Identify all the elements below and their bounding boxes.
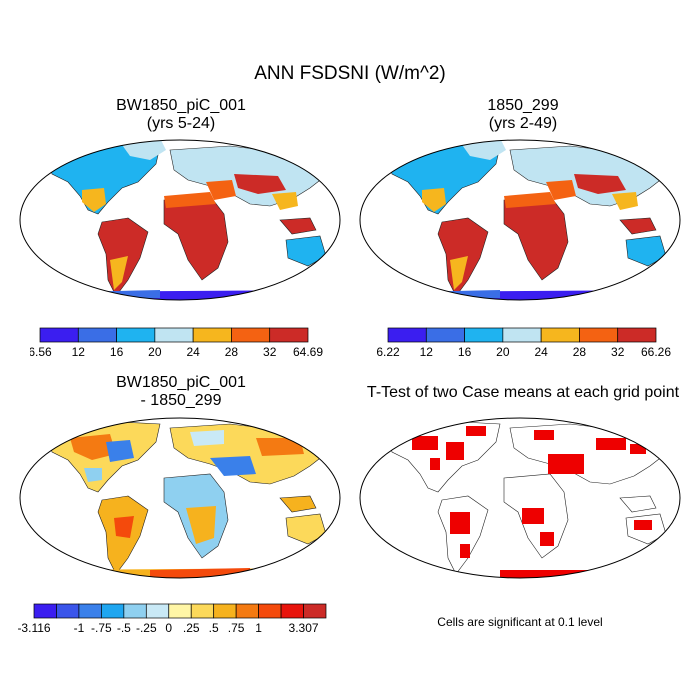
maritime-continent [279,495,317,513]
map-panel-4 [359,417,681,579]
colorbar-2-swatch-6 [617,327,657,343]
colorbar-3-swatch-11 [280,603,304,619]
panel-2-title-line1: 1850_299 [487,97,559,114]
colorbar-1-label-0: 6.56 [30,345,52,359]
colorbar-2-label-7: 66.26 [641,345,671,359]
colorbar-3-swatch-2 [78,603,102,619]
australia [285,235,327,267]
colorbar-1-swatch-4 [192,327,232,343]
colorbar-2-swatch-5 [579,327,619,343]
colorbar-2-label-6: 32 [611,345,625,359]
colorbar-1-label-7: 64.69 [293,345,323,359]
colorbar-2-swatch-2 [464,327,504,343]
colorbar-1-label-5: 28 [225,345,239,359]
colorbar-2-label-3: 20 [496,345,510,359]
colorbar-3-label-12: 3.307 [289,621,319,635]
colorbar-3-label-6: 0 [165,621,172,635]
colorbar-3-label-5: -.25 [136,621,157,635]
panel-4-title-line1: T-Test of two Case means at each grid po… [366,384,680,401]
colorbar-3-label-0: -3.116 [18,621,51,635]
colorbar-3-swatch-1 [56,603,80,619]
colorbar-1-swatch-0 [39,327,79,343]
colorbar-2-swatch-4 [540,327,580,343]
colorbar-2-label-4: 24 [534,345,548,359]
colorbar-2-swatch-3 [502,327,542,343]
panel-3-title-line1: BW1850_piC_001 [116,374,246,391]
colorbar-2-swatch-1 [425,327,465,343]
colorbar-2-label-5: 28 [573,345,587,359]
colorbar-2-label-1: 12 [420,345,434,359]
maritime-continent [619,217,657,235]
colorbar-1-label-1: 12 [72,345,86,359]
maritime-continent [619,495,657,513]
panel-1-title-line2: (yrs 5-24) [146,115,216,132]
colorbar-3-swatch-3 [101,603,125,619]
main-title: ANN FSDSNI (W/m^2) [254,63,446,84]
colorbar-3-swatch-12 [303,603,327,619]
colorbar-3-label-3: -.75 [91,621,112,635]
panel-3-title: BW1850_piC_001 - 1850_299 [66,374,296,410]
colorbar-3-swatch-10 [258,603,282,619]
colorbar-1: 6.56 12 16 20 24 28 32 64.69 [30,327,323,359]
colorbar-3-swatch-6 [168,603,192,619]
colorbar-3-swatch-5 [145,603,170,619]
colorbar-3-swatch-0 [33,603,57,619]
colorbar-1-label-6: 32 [263,345,277,359]
colorbar-1-swatch-5 [231,327,271,343]
colorbar-3: -3.116 -1 -.75 -.5 -.25 0 .25 .5 .75 1 3.307 [18,603,327,635]
colorbar-1-label-2: 16 [110,345,124,359]
maritime-continent [279,217,317,235]
continents-panel-1 [20,140,340,300]
panel-1-title-line1: BW1850_piC_001 [116,97,246,114]
south-america [437,495,489,575]
panel-2-title: 1850_299 (yrs 2-49) [408,97,638,133]
colorbar-1-label-3: 20 [148,345,162,359]
australia [625,235,667,267]
colorbar-2-label-0: 6.22 [376,345,400,359]
significance-note: Cells are significant at 0.1 level [437,615,603,629]
colorbar-1-swatch-6 [269,327,309,343]
continents-panel-3 [20,421,340,578]
colorbar-2-label-2: 16 [458,345,472,359]
colorbar-3-swatch-4 [123,603,147,619]
colorbar-3-swatch-9 [235,603,259,619]
map-panel-1 [19,139,341,301]
south-america [437,217,489,297]
colorbar-2-swatch-0 [387,327,427,343]
colorbar-3-label-9: .75 [228,621,245,635]
colorbar-3-label-4: -.5 [117,621,131,635]
panel-3-title-line2: - 1850_299 [140,392,222,409]
colorbar-3-swatch-7 [190,603,215,619]
panel-1-title: BW1850_piC_001 (yrs 5-24) [66,97,296,133]
africa [163,195,229,281]
africa [503,195,569,281]
colorbar-1-label-4: 24 [186,345,200,359]
map-panel-3 [19,417,341,579]
colorbar-2: 6.22 12 16 20 24 28 32 66.26 [376,327,671,359]
south-america [97,217,149,297]
panel-2-title-line2: (yrs 2-49) [488,115,558,132]
map-panel-2 [359,139,681,301]
colorbar-3-label-10: 1 [255,621,262,635]
colorbar-1-swatch-2 [116,327,156,343]
continents-panel-2 [360,140,680,300]
colorbar-3-label-7: .25 [183,621,200,635]
colorbar-3-swatch-8 [213,603,237,619]
colorbar-3-label-2: -1 [74,621,85,635]
colorbar-3-label-8: .5 [209,621,219,635]
panel-4-title: T-Test of two Case means at each grid po… [353,384,693,402]
colorbar-1-swatch-3 [154,327,194,343]
australia [285,513,327,545]
colorbar-1-swatch-1 [77,327,117,343]
